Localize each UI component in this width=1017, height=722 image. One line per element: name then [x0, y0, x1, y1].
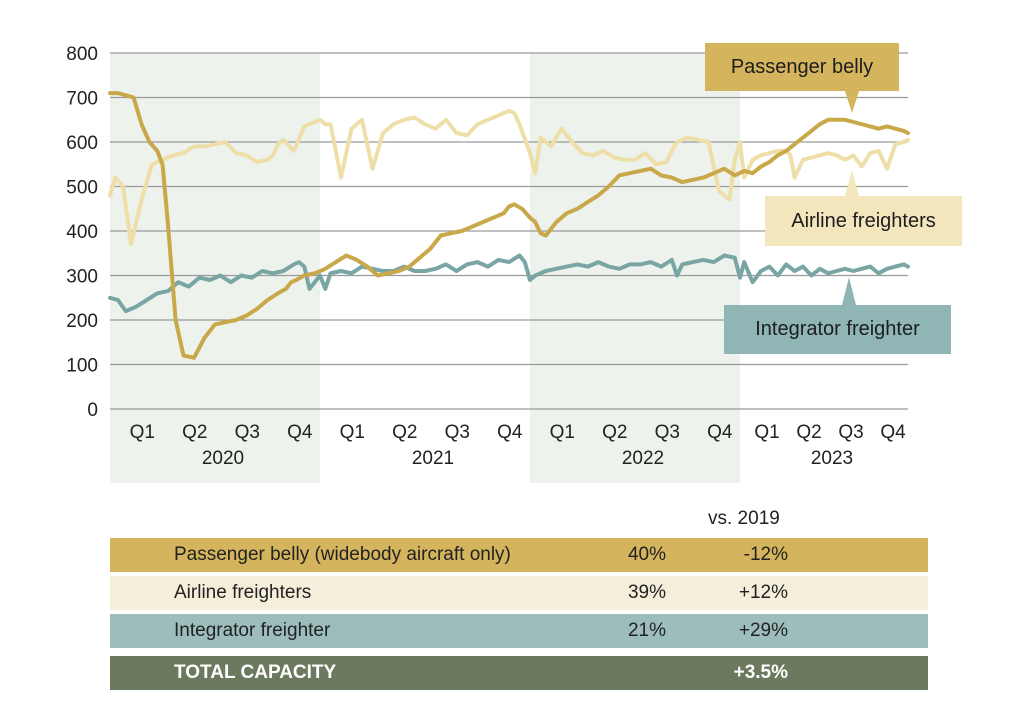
- x-tick-quarter: Q4: [707, 422, 733, 443]
- y-tick-label: 100: [66, 356, 98, 377]
- table-row-total: TOTAL CAPACITY +3.5%: [110, 656, 928, 690]
- y-tick-label: 200: [66, 311, 98, 332]
- x-tick-quarter: Q3: [445, 422, 470, 443]
- y-tick-label: 400: [66, 222, 98, 243]
- callout-label: Integrator freighter: [755, 318, 920, 340]
- x-tick-year: 2021: [412, 448, 454, 469]
- callout-pointer: [845, 170, 859, 196]
- x-tick-year: 2020: [202, 448, 244, 469]
- x-tick-year: 2022: [622, 448, 664, 469]
- y-tick-label: 0: [87, 400, 98, 421]
- series-line-passenger-belly: [108, 91, 910, 360]
- row-change: -12%: [743, 544, 788, 565]
- callout-integrator-freighter: Integrator freighter: [724, 277, 951, 354]
- x-axis: Q1 Q2 Q3 Q4 2020 Q1 Q2 Q3 Q4 2021 Q1 Q2 Q3 Q4 2022 Q1 Q2…: [130, 422, 907, 469]
- y-tick-label: 300: [66, 267, 98, 288]
- row-change: +3.5%: [733, 662, 788, 683]
- shaded-year-bands: [110, 53, 740, 483]
- y-axis: 0 100 200 300 400 500 600 700 800: [66, 44, 98, 421]
- y-tick-label: 600: [66, 133, 98, 154]
- header-vs-2019: vs. 2019: [708, 508, 780, 529]
- y-tick-label: 800: [66, 44, 98, 65]
- x-tick-quarter: Q3: [838, 422, 863, 443]
- callout-passenger-belly: Passenger belly: [705, 43, 899, 113]
- x-tick-quarter: Q2: [796, 422, 821, 443]
- x-tick-quarter: Q4: [497, 422, 523, 443]
- callout-label: Passenger belly: [730, 55, 874, 78]
- x-tick-quarter: Q3: [235, 422, 260, 443]
- table-row: Integrator freighter 21% +29%: [110, 614, 928, 648]
- callout-pointer: [845, 91, 859, 113]
- x-tick-quarter: Q2: [392, 422, 417, 443]
- table-header: vs. 2019: [110, 504, 928, 538]
- x-tick-year: 2023: [811, 448, 853, 469]
- series-lines: [108, 91, 910, 360]
- x-tick-quarter: Q1: [130, 422, 155, 443]
- callout-airline-freighters: Airline freighters: [765, 170, 962, 246]
- series-line-integrator-freighter: [108, 253, 910, 314]
- y-tick-label: 500: [66, 178, 98, 199]
- callout-pointer: [842, 277, 856, 305]
- row-label: TOTAL CAPACITY: [174, 662, 337, 683]
- x-tick-quarter: Q4: [287, 422, 313, 443]
- x-tick-quarter: Q2: [602, 422, 627, 443]
- x-tick-quarter: Q1: [550, 422, 575, 443]
- series-line-airline-freighters: [108, 108, 910, 247]
- row-label: Airline freighters: [174, 582, 312, 603]
- x-tick-quarter: Q4: [880, 422, 906, 443]
- y-tick-label: 700: [66, 89, 98, 110]
- row-share: 39%: [627, 582, 666, 603]
- row-share: 21%: [627, 620, 666, 641]
- x-tick-quarter: Q1: [340, 422, 365, 443]
- callout-label: Airline freighters: [791, 209, 936, 232]
- table-row: Passenger belly (widebody aircraft only)…: [110, 538, 928, 572]
- capacity-summary-table: vs. 2019 Passenger belly (widebody aircr…: [110, 504, 928, 694]
- x-tick-quarter: Q1: [754, 422, 779, 443]
- row-label: Passenger belly (widebody aircraft only): [174, 544, 511, 565]
- row-share: 40%: [627, 544, 666, 565]
- table-row: Airline freighters 39% +12%: [110, 576, 928, 610]
- x-tick-quarter: Q2: [182, 422, 207, 443]
- x-tick-quarter: Q3: [655, 422, 680, 443]
- gridlines: [110, 52, 908, 410]
- row-change: +12%: [738, 582, 788, 603]
- row-change: +29%: [738, 620, 788, 641]
- row-label: Integrator freighter: [174, 620, 331, 641]
